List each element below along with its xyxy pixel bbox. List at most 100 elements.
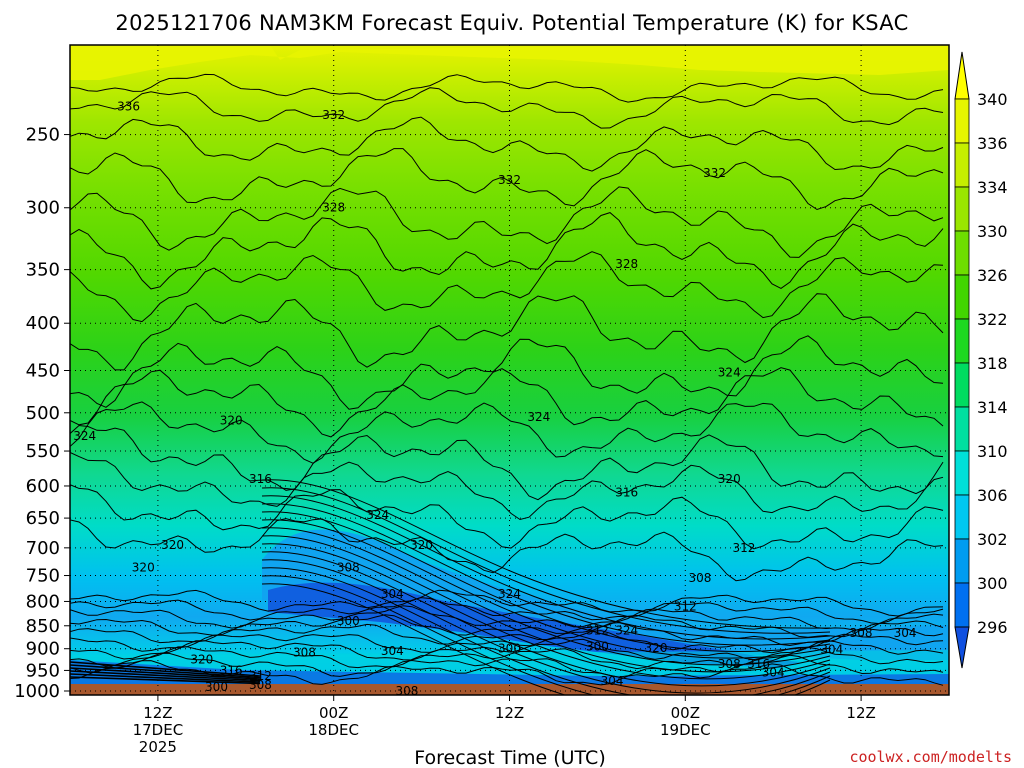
low-level-contour-line <box>70 630 944 654</box>
contour-line <box>70 87 944 129</box>
low-level-contour-line <box>70 646 944 670</box>
grid-lines <box>70 45 949 695</box>
x-tick-label: 12Z <box>143 704 172 722</box>
contour-line <box>70 484 944 550</box>
y-tick-label: 250 <box>26 125 60 146</box>
colorbar-segment <box>954 142 970 188</box>
contour-label: 308 <box>249 678 272 692</box>
x-tick-label: 2025 <box>139 738 177 756</box>
x-tick-label: 18DEC <box>308 721 359 739</box>
contour-label: 300 <box>337 614 360 628</box>
colorbar-segment <box>954 186 970 232</box>
y-tick-label: 950 <box>26 660 60 681</box>
contour-label: 336 <box>117 99 140 113</box>
plot-area: 3363323323323283283243243243203203163163… <box>69 44 950 698</box>
contour-label: 324 <box>498 587 521 601</box>
colorbar-label: 310 <box>977 442 1008 461</box>
front-contour-line <box>261 575 831 695</box>
band-yellow-top <box>70 45 949 80</box>
contour-lines <box>70 73 944 695</box>
contour-line <box>70 116 944 172</box>
contour-label: 312 <box>586 623 609 637</box>
contour-label: 320 <box>645 641 668 655</box>
y-tick-label: 500 <box>26 403 60 424</box>
colorbar-label: 306 <box>977 486 1008 505</box>
contour-label: 332 <box>703 166 726 180</box>
y-tick-label: 650 <box>26 508 60 529</box>
colorbar-segment <box>954 582 970 628</box>
front-contour-line <box>261 583 831 695</box>
x-tick-label: 17DEC <box>133 721 184 739</box>
colorbar-label: 318 <box>977 354 1008 373</box>
colorbar-label: 326 <box>977 266 1008 285</box>
front-contour-line <box>261 511 831 653</box>
colorbar-label: 314 <box>977 398 1008 417</box>
colorbar-label: 336 <box>977 134 1008 153</box>
y-tick-label: 600 <box>26 476 60 497</box>
credit-text: coolwx.com/modelts <box>849 748 1012 766</box>
contour-label: 304 <box>894 626 917 640</box>
contour-label: 304 <box>762 666 785 680</box>
low-level-contour-line <box>70 589 944 617</box>
colorbar-label: 300 <box>977 574 1008 593</box>
front-contour-line <box>261 559 831 694</box>
contour-label: 312 <box>249 669 272 683</box>
colorbar-segment <box>954 538 970 584</box>
y-tick-label: 700 <box>26 538 60 559</box>
y-tick-label: 1000 <box>14 681 60 702</box>
contour-label: 308 <box>293 645 316 659</box>
contour-label: 320 <box>220 414 243 428</box>
contour-label: 316 <box>220 663 243 677</box>
y-tick-label: 800 <box>26 591 60 612</box>
surface-contour-line <box>70 664 261 679</box>
contour-label: 308 <box>718 657 741 671</box>
front-contour-line <box>261 527 831 666</box>
front-contour-line <box>261 487 831 634</box>
colorbar-bottom-arrow <box>954 626 970 669</box>
contour-line <box>70 451 944 521</box>
contour-label: 308 <box>850 626 873 640</box>
y-tick-label: 400 <box>26 313 60 334</box>
contour-label: 316 <box>747 657 770 671</box>
colorbar-segment <box>954 450 970 496</box>
colorbar-label: 330 <box>977 222 1008 241</box>
colorbar-segment <box>954 98 970 144</box>
contour-line <box>70 367 944 438</box>
terrain-ground <box>70 684 949 695</box>
contour-label: 312 <box>732 541 755 555</box>
contour-label: 304 <box>820 643 843 657</box>
contour-label: 320 <box>190 653 213 667</box>
contour-label: 316 <box>249 472 272 486</box>
contour-line <box>70 401 944 464</box>
colorbar: 340 336 334 330 326 322 318 314 310 306 302 300 296 <box>954 51 1008 669</box>
surface-contour-line <box>70 670 261 682</box>
y-tick-label: 550 <box>26 441 60 462</box>
contour-label: 300 <box>586 639 609 653</box>
y-tick-label: 750 <box>26 566 60 587</box>
y-tick-label: 450 <box>26 360 60 381</box>
contour-label: 320 <box>161 538 184 552</box>
contour-line <box>70 186 944 258</box>
contour-label: 304 <box>381 587 404 601</box>
contour-label: 332 <box>322 108 345 122</box>
colorbar-label: 334 <box>977 178 1008 197</box>
x-tick-label: 00Z <box>671 704 700 722</box>
y-tick-label: 850 <box>26 616 60 637</box>
colorbar-label: 322 <box>977 310 1008 329</box>
x-tick-label: 19DEC <box>660 721 711 739</box>
y-axis: 2503003504004505005506006507007508008509… <box>14 125 70 702</box>
colorbar-segment <box>954 494 970 540</box>
x-tick-label: 12Z <box>846 704 875 722</box>
y-tick-label: 350 <box>26 260 60 281</box>
contour-label: 308 <box>395 684 418 698</box>
contour-labels: 3363323323323283283243243243203203163163… <box>73 99 916 698</box>
front-contour-line <box>261 551 831 687</box>
low-level-contour-line <box>70 622 944 647</box>
contour-label: 304 <box>601 674 624 688</box>
x-tick-label: 00Z <box>319 704 348 722</box>
colorbar-label: 296 <box>977 618 1008 637</box>
contour-label: 308 <box>688 571 711 585</box>
y-tick-label: 900 <box>26 639 60 660</box>
